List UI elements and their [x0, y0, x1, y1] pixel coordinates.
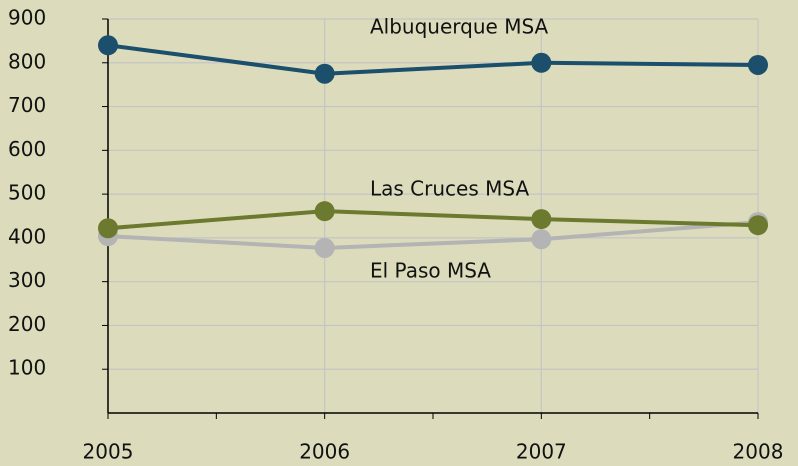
data-point: [314, 237, 335, 258]
data-point: [314, 63, 335, 84]
series-label: Las Cruces MSA: [370, 177, 529, 201]
x-tick-label: 2008: [733, 440, 784, 464]
data-point: [531, 52, 552, 73]
data-point: [314, 201, 335, 222]
x-tick-label: 2006: [299, 440, 350, 464]
y-tick-label: 300: [8, 268, 46, 292]
data-point: [531, 209, 552, 230]
series-label: Albuquerque MSA: [370, 15, 549, 39]
y-tick-label: 600: [8, 137, 46, 161]
y-tick-label: 200: [8, 312, 46, 336]
x-tick-label: 2007: [516, 440, 567, 464]
y-tick-label: 500: [8, 181, 46, 205]
data-point: [98, 218, 118, 239]
series-label: El Paso MSA: [370, 259, 491, 283]
series-line: [107, 220, 759, 250]
data-point: [98, 35, 118, 56]
series-line: [107, 209, 759, 231]
y-tick-label: 900: [8, 6, 46, 30]
y-tick-label: 800: [8, 49, 46, 73]
y-tick-label: 100: [8, 356, 46, 380]
x-tick-label: 2005: [83, 440, 134, 464]
data-point: [748, 54, 768, 75]
data-point: [748, 215, 768, 236]
series-line: [107, 43, 759, 76]
y-tick-label: 700: [8, 93, 46, 117]
data-point: [531, 229, 552, 250]
y-tick-label: 400: [8, 224, 46, 248]
